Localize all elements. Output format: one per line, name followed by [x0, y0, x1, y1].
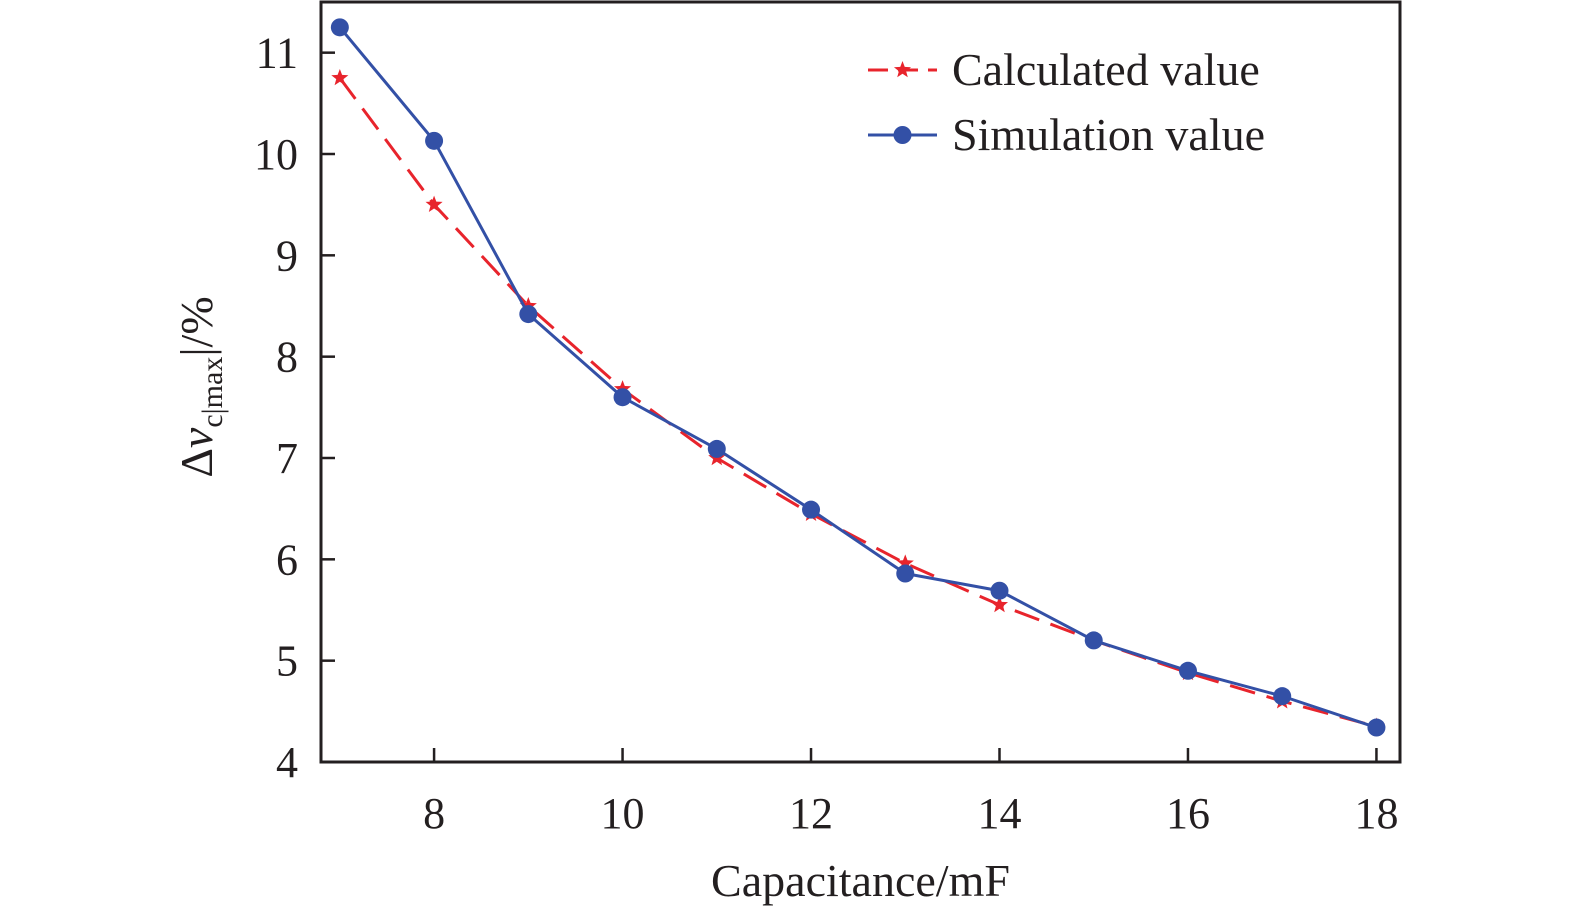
data-point-circle: [893, 126, 912, 144]
legend: Calculated value Simulation value: [868, 44, 1265, 160]
data-point-star: [893, 61, 912, 78]
x-axis-title: Capacitance/mF: [711, 855, 1010, 906]
y-tick-label: 11: [256, 29, 298, 78]
data-point-circle: [1084, 631, 1103, 650]
series-2: [330, 18, 1386, 737]
x-tick-label: 8: [423, 789, 445, 838]
x-tick-label: 18: [1354, 789, 1398, 838]
data-point-circle: [1273, 687, 1292, 706]
series-1: [331, 69, 1385, 734]
y-tick-label: 5: [276, 637, 298, 686]
x-tick-label: 10: [601, 789, 645, 838]
y-axis-title: Δvc|max|/%: [171, 296, 229, 477]
series-line: [338, 26, 1377, 729]
y-axis-title-suffix: |/%: [171, 296, 222, 356]
data-point-star: [990, 595, 1009, 613]
data-point-circle: [613, 388, 632, 407]
series-line: [338, 77, 1377, 728]
plot-frame: [319, 0, 1402, 764]
y-tick-label: 4: [276, 738, 298, 787]
data-point-circle: [707, 439, 726, 458]
y-tick-label: 10: [254, 130, 298, 179]
data-point-star: [425, 195, 443, 212]
legend-label: Simulation value: [952, 109, 1265, 160]
data-point-circle: [802, 500, 821, 519]
ticks-layer: 8 10 12 14 16 18 4 5 6 7 8 9 10 11: [254, 29, 1398, 838]
y-axis-title-variable: v: [171, 427, 222, 448]
data-point-circle: [1367, 718, 1386, 737]
x-tick-label: 16: [1166, 789, 1210, 838]
data-point-star: [896, 554, 914, 571]
data-point-circle: [425, 131, 444, 150]
series-layer: [330, 18, 1386, 737]
y-tick-label: 9: [276, 231, 298, 280]
y-axis-title-delta: Δ: [171, 448, 222, 478]
data-point-star: [331, 69, 349, 86]
y-tick-label: 7: [276, 434, 298, 483]
y-tick-label: 8: [276, 333, 298, 382]
y-tick-label: 6: [276, 535, 298, 584]
data-point-circle: [1178, 661, 1197, 680]
data-point-circle: [990, 581, 1009, 600]
data-point-circle: [330, 18, 349, 37]
data-point-circle: [519, 305, 538, 324]
legend-label: Calculated value: [952, 44, 1260, 95]
data-point-circle: [896, 564, 915, 583]
y-axis-title-subscript: c|max: [196, 357, 229, 428]
x-tick-label: 12: [789, 789, 833, 838]
x-tick-label: 14: [977, 789, 1021, 838]
